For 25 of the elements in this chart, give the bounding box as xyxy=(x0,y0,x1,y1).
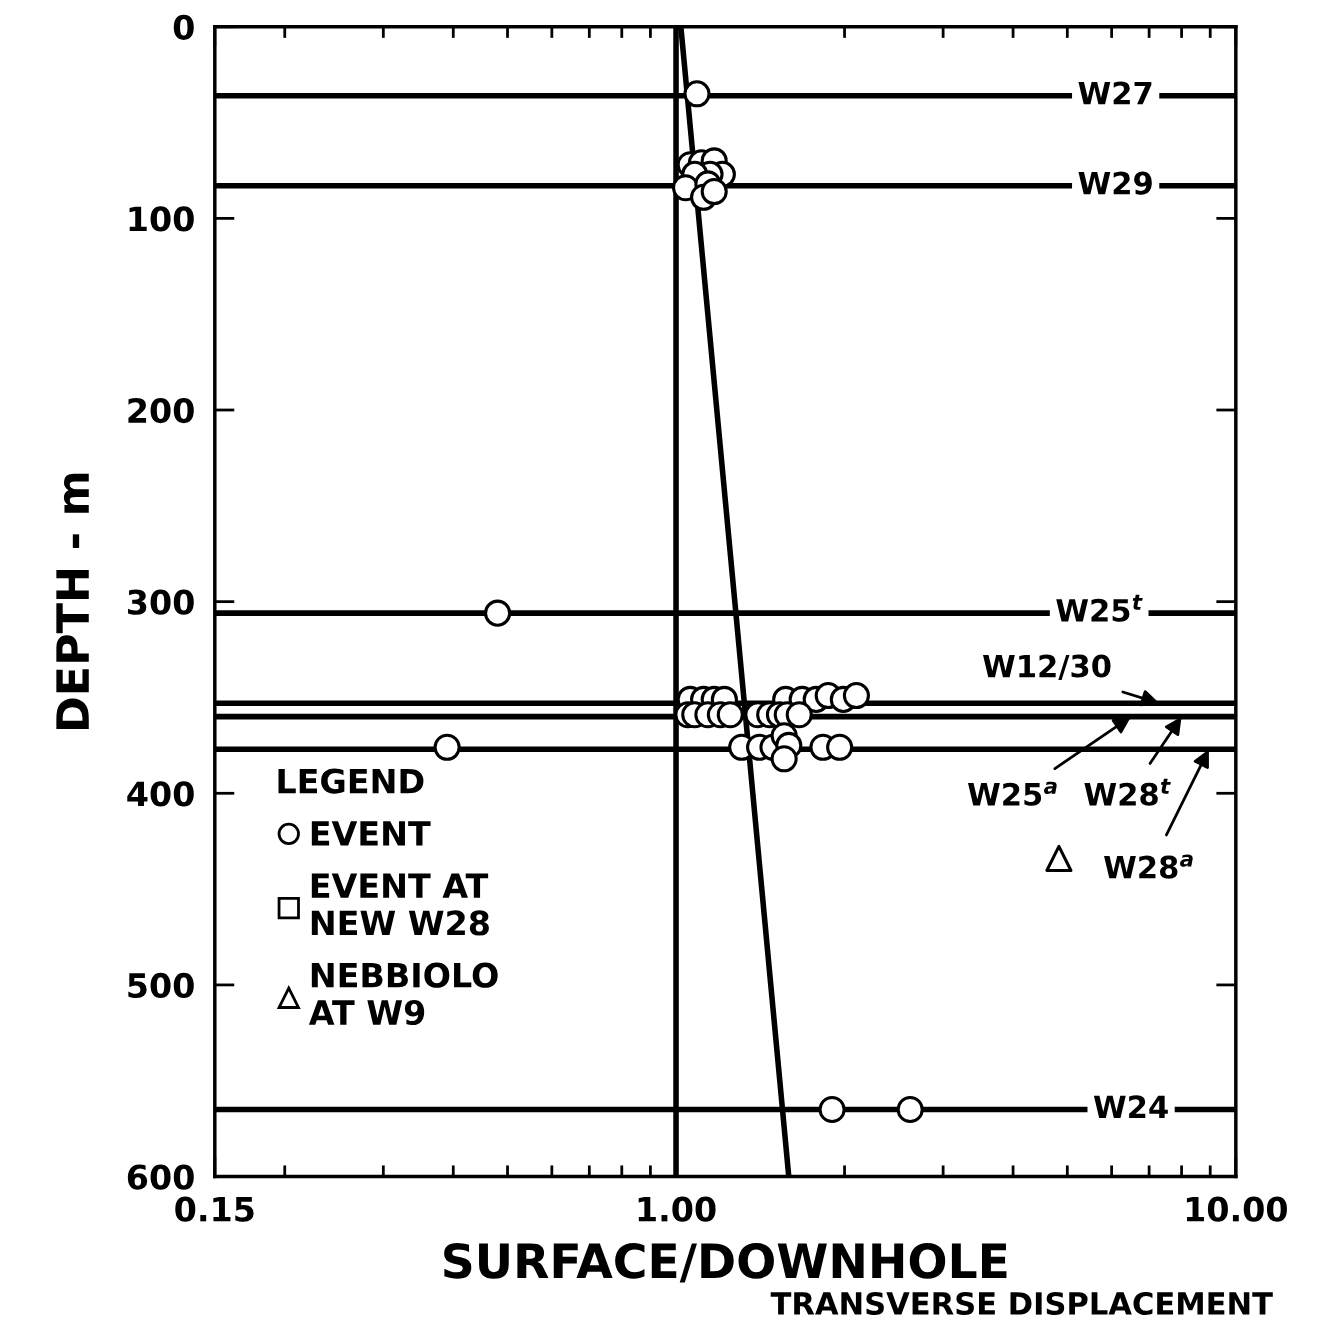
ref-line-label: W12/30 xyxy=(983,654,1111,680)
legend-label: EVENT AT NEW W28 xyxy=(311,873,489,936)
y-tick-label: 500 xyxy=(128,972,194,999)
x-tick-label: 0.15 xyxy=(175,1196,254,1222)
y-tick-label: 300 xyxy=(128,589,194,615)
ref-line-label: W25$^{t}$ xyxy=(1056,594,1143,622)
annotation: W28$^{t}$ xyxy=(1084,778,1171,806)
y-axis-title: DEPTH - m xyxy=(56,473,89,730)
ref-line-label: W27 xyxy=(1078,81,1152,105)
ref-line-label: W25$^{a}$ xyxy=(967,781,1057,806)
y-tick-label: 200 xyxy=(128,397,194,424)
ref-line-label: W28$^{a}$ xyxy=(1104,854,1193,879)
legend-title: LEGEND xyxy=(278,768,424,794)
legend-label: NEBBIOLO AT W9 xyxy=(308,962,498,1026)
legend-label: EVENT xyxy=(311,821,431,846)
y-tick-label: 600 xyxy=(127,1164,194,1190)
text: TRANSVERSE DISPLACEMENT xyxy=(770,1291,1273,1316)
y-tick-label: 400 xyxy=(127,781,194,807)
x-axis-title: SURFACE/DOWNHOLE xyxy=(444,1242,1007,1283)
x-tick-label: 1.00 xyxy=(638,1196,716,1222)
y-tick-label: 100 xyxy=(129,206,194,232)
ref-line-label: W29 xyxy=(1078,171,1152,195)
x-tick-label: 10.00 xyxy=(1186,1196,1287,1222)
y-tick-label: 0 xyxy=(173,14,194,40)
ref-line-label: W24 xyxy=(1093,1095,1168,1118)
